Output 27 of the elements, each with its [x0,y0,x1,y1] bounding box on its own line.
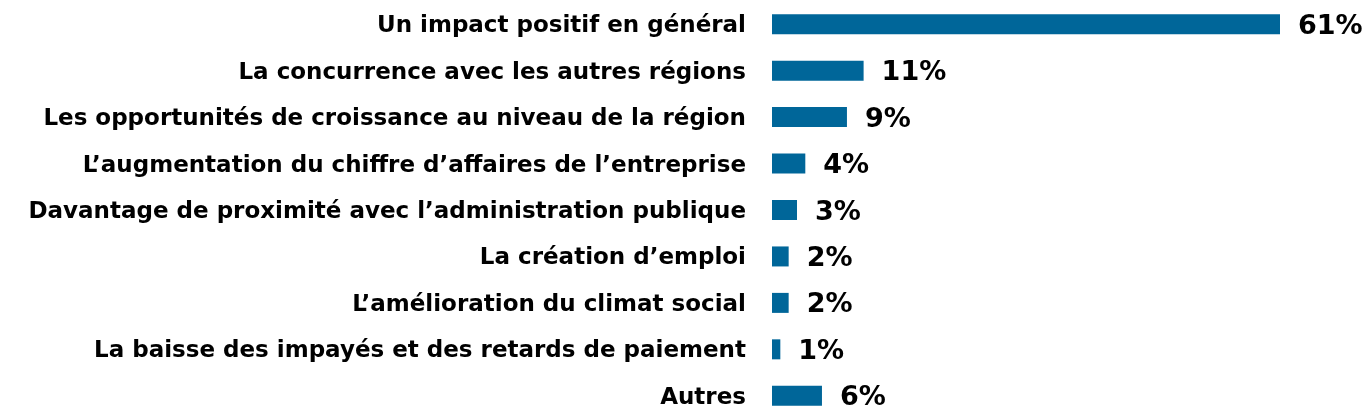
data-label: 4% [823,148,870,180]
data-label: 9% [864,101,911,133]
y-tick-label: Davantage de proximité avec l’administration publique [28,197,746,223]
bar [772,385,822,406]
data-label: 1% [798,333,845,365]
data-label: 2% [806,240,853,272]
y-tick-label: Un impact positif en général [376,11,746,38]
data-label: 2% [806,287,853,319]
bar [772,292,789,313]
bar [772,200,797,220]
y-tick-label: Les opportunités de croissance au niveau de la région [43,104,746,131]
bar [772,339,781,360]
bar [772,60,864,81]
bar [772,153,806,174]
bar [772,246,789,267]
bar [772,14,1280,35]
y-tick-label: La concurrence avec les autres régions [238,57,746,84]
data-label: 3% [814,194,861,226]
y-tick-label: L’augmentation du chiffre d’affaires de l’entreprise [82,150,746,177]
y-tick-label: La création d’emploi [479,243,746,270]
data-label: 6% [839,380,886,412]
data-label: 11% [881,55,947,87]
data-label: 61% [1298,8,1363,40]
y-tick-label: Autres [660,382,746,409]
y-tick-label: L’amélioration du climat social [352,289,746,316]
y-tick-label: La baisse des impayés et des retards de paiement [93,336,746,363]
bar [772,107,847,128]
